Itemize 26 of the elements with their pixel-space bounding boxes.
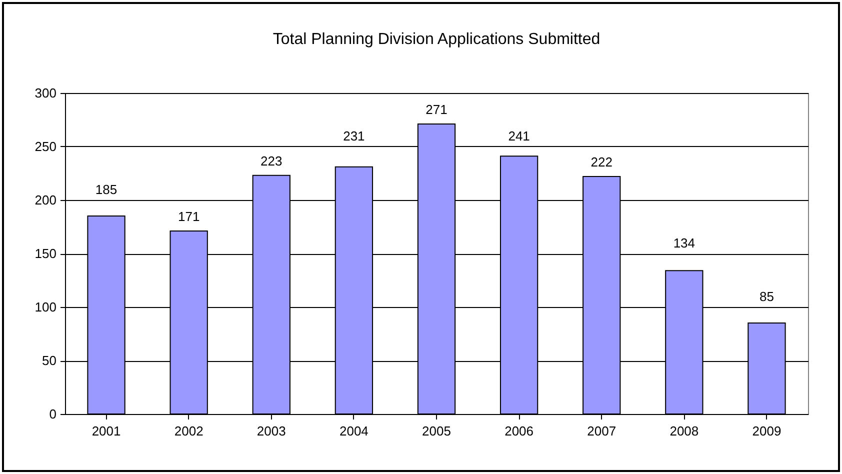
x-tick-label: 2006: [504, 424, 534, 438]
x-tick-label: 2004: [339, 424, 368, 438]
data-label: 223: [260, 153, 282, 168]
y-tick-label: 300: [34, 86, 56, 100]
data-label: 222: [590, 154, 612, 170]
data-label: 85: [759, 289, 774, 304]
x-tick-label: 2009: [752, 424, 782, 438]
data-label: 134: [673, 236, 696, 250]
y-tick-label: 50: [42, 353, 56, 368]
x-tick-label: 2007: [587, 424, 616, 438]
y-tick-label: 150: [34, 246, 56, 261]
x-tick-label: 2002: [174, 424, 204, 438]
y-tick-label: 200: [34, 192, 56, 208]
y-tick-label: 100: [34, 300, 56, 314]
data-label: 185: [95, 182, 118, 197]
chart-title: Total Planning Division Applications Submitted: [272, 31, 600, 48]
data-label: 171: [178, 209, 200, 224]
y-tick-label: 250: [34, 139, 56, 154]
x-tick-label: 2003: [256, 424, 286, 438]
x-tick-label: 2008: [670, 424, 699, 438]
x-tick-label: 2001: [92, 424, 121, 438]
data-label: 231: [343, 128, 365, 144]
x-tick-label: 2005: [422, 424, 451, 438]
y-tick-label: 0: [49, 406, 56, 422]
data-label: 271: [426, 102, 448, 118]
data-label: 241: [508, 128, 530, 144]
